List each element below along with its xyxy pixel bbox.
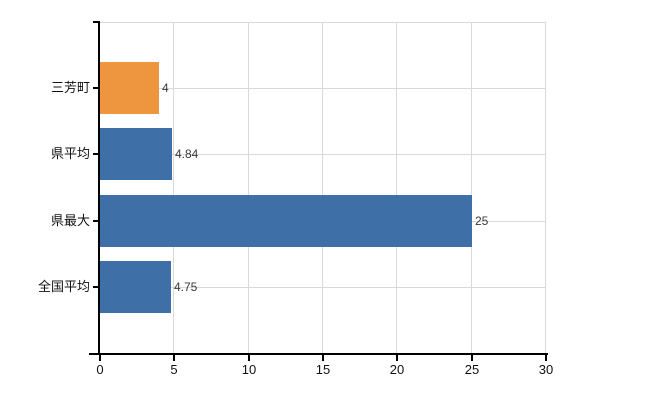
vertical-gridline — [396, 22, 397, 353]
x-tick-label: 30 — [538, 362, 554, 377]
bar — [100, 195, 472, 247]
x-tick-label: 5 — [170, 362, 178, 377]
category-label: 全国平均 — [37, 279, 90, 294]
x-axis-tick — [471, 355, 473, 361]
horizontal-gridline — [100, 287, 546, 288]
category-label: 県最大 — [50, 213, 90, 228]
x-axis-tick — [322, 355, 324, 361]
bar-value-label: 4 — [162, 81, 169, 95]
horizontal-gridline — [100, 88, 546, 89]
x-tick-label: 15 — [315, 362, 331, 377]
category-label: 県平均 — [50, 146, 90, 161]
y-axis-tick — [93, 220, 100, 222]
x-axis-line — [89, 353, 548, 355]
x-tick-label: 20 — [389, 362, 405, 377]
y-axis-tick — [93, 87, 100, 89]
x-tick-label: 25 — [464, 362, 480, 377]
bar-value-label: 4.84 — [175, 147, 199, 161]
y-axis-top-tick — [93, 21, 100, 23]
y-axis-tick — [93, 153, 100, 155]
bar — [100, 261, 171, 313]
bar-value-label: 4.75 — [174, 280, 198, 294]
plot-area — [100, 22, 546, 353]
y-axis-line — [98, 22, 100, 353]
plot-top-border — [100, 22, 546, 23]
bar-value-label: 25 — [475, 214, 489, 228]
y-axis-tick — [93, 286, 100, 288]
vertical-gridline — [248, 22, 249, 353]
horizontal-gridline — [100, 154, 546, 155]
vertical-gridline — [173, 22, 174, 353]
x-axis-tick — [545, 355, 547, 361]
x-tick-label: 0 — [96, 362, 104, 377]
x-axis-tick — [396, 355, 398, 361]
vertical-gridline — [545, 22, 546, 353]
vertical-gridline — [322, 22, 323, 353]
vertical-gridline — [471, 22, 472, 353]
x-tick-label: 10 — [241, 362, 257, 377]
bar — [100, 62, 159, 114]
category-label: 三芳町 — [50, 80, 90, 95]
x-axis-tick — [99, 355, 101, 361]
bar — [100, 128, 172, 180]
x-axis-tick — [248, 355, 250, 361]
x-axis-tick — [173, 355, 175, 361]
